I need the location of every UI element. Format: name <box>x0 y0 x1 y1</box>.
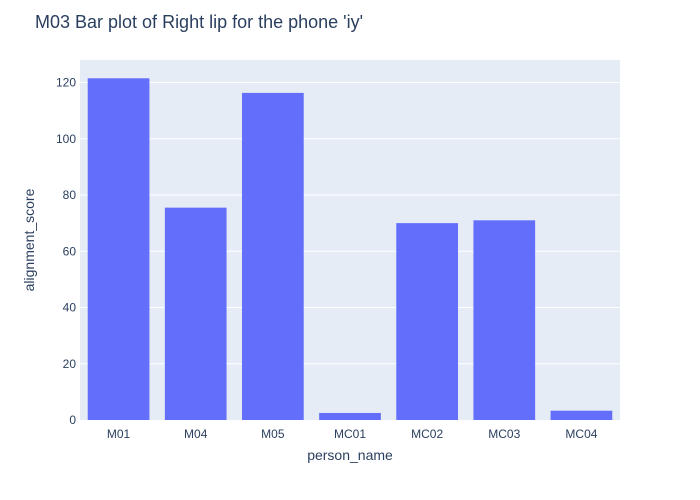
y-tick-label: 100 <box>56 132 76 146</box>
y-tick-label: 40 <box>63 301 77 315</box>
y-tick-label: 20 <box>63 357 77 371</box>
bar-mc04[interactable] <box>550 410 613 420</box>
x-tick-label: MC04 <box>565 427 597 441</box>
x-axis-ticks: M01 M04 M05 MC01 MC02 MC03 MC04 <box>107 427 598 441</box>
y-tick-label: 80 <box>63 188 77 202</box>
y-axis-title: alignment_score <box>21 188 37 291</box>
bar-mc01[interactable] <box>319 412 381 420</box>
x-tick-label: MC02 <box>411 427 443 441</box>
bar-m05[interactable] <box>242 92 304 420</box>
x-tick-label: M04 <box>184 427 208 441</box>
x-tick-label: M05 <box>261 427 285 441</box>
y-tick-label: 60 <box>63 244 77 258</box>
bar-mc03[interactable] <box>473 220 536 420</box>
x-tick-label: MC03 <box>488 427 520 441</box>
x-tick-label: M01 <box>107 427 131 441</box>
bar-m01[interactable] <box>87 78 150 420</box>
x-tick-label: MC01 <box>334 427 366 441</box>
y-tick-label: 120 <box>56 76 76 90</box>
bar-mc02[interactable] <box>396 223 458 420</box>
y-axis-ticks: 0 20 40 60 80 100 120 <box>56 76 76 428</box>
y-tick-label: 0 <box>69 413 76 427</box>
x-axis-title: person_name <box>307 447 393 463</box>
chart-title: M03 Bar plot of Right lip for the phone … <box>35 12 364 32</box>
plot-area <box>80 60 620 420</box>
bar-m04[interactable] <box>164 207 227 420</box>
bars <box>87 78 613 420</box>
